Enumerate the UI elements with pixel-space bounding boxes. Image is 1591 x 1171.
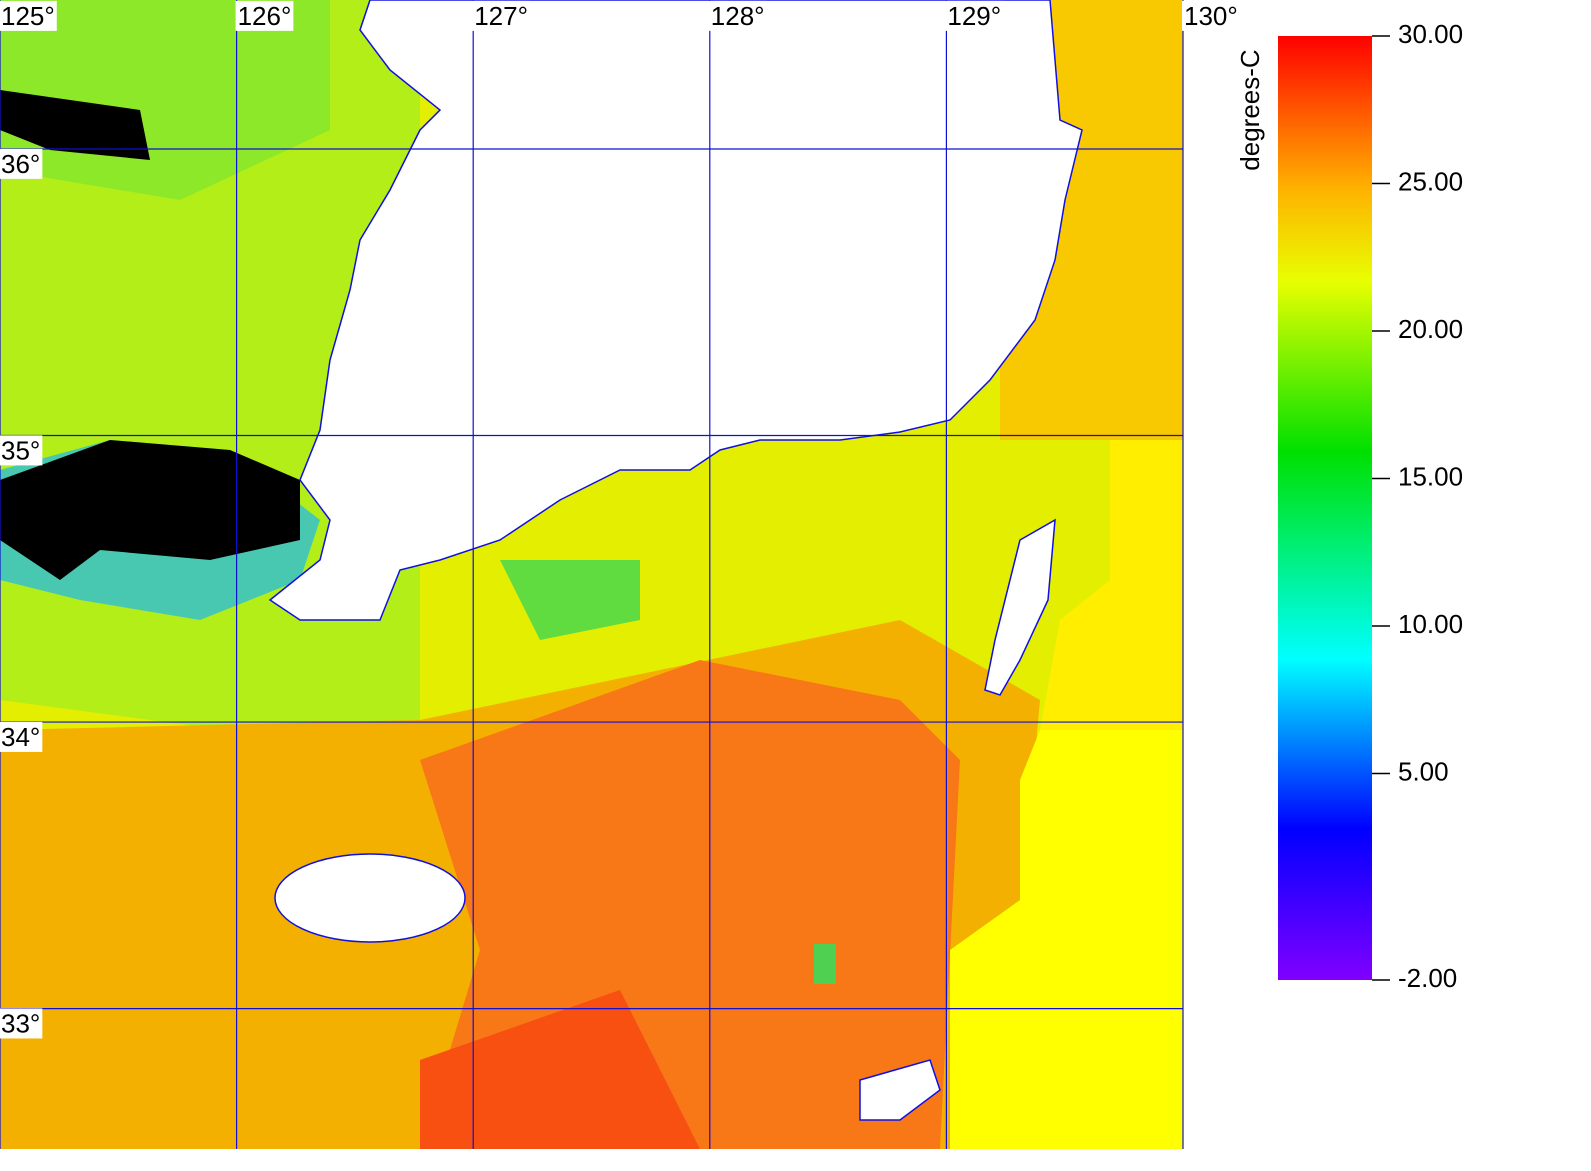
label-background (0, 435, 43, 466)
longitude-label: 125° (1, 1, 55, 31)
label-background (235, 0, 294, 31)
longitude-label: 129° (947, 1, 1001, 31)
longitude-label: 127° (474, 1, 528, 31)
label-background (0, 721, 43, 752)
latitude-label: 36° (1, 149, 40, 179)
latitude-label: 34° (1, 722, 40, 752)
colorbar-tick-label: 15.00 (1398, 461, 1463, 491)
colorbar-tick-label: 30.00 (1398, 19, 1463, 49)
colorbar-tick-label: 5.00 (1398, 756, 1449, 786)
label-background (0, 148, 43, 179)
colorbar-tick-label: 25.00 (1398, 166, 1463, 196)
colorbar-title: degrees-C (1235, 49, 1265, 170)
label-background (0, 0, 57, 31)
longitude-label: 128° (711, 1, 765, 31)
colorbar-tick-label: -2.00 (1398, 963, 1457, 993)
longitude-label: 130° (1184, 1, 1238, 31)
label-background (945, 0, 1004, 31)
colorbar (1278, 36, 1372, 980)
colorbar-tick-label: 20.00 (1398, 314, 1463, 344)
longitude-label: 126° (238, 1, 292, 31)
label-background (708, 0, 767, 31)
colorbar-tick-label: 10.00 (1398, 609, 1463, 639)
label-background (472, 0, 530, 31)
label-background (0, 1008, 43, 1039)
label-background (1182, 0, 1240, 31)
graticule (0, 0, 1184, 1149)
latitude-label: 33° (1, 1008, 40, 1038)
latitude-label: 35° (1, 435, 40, 465)
